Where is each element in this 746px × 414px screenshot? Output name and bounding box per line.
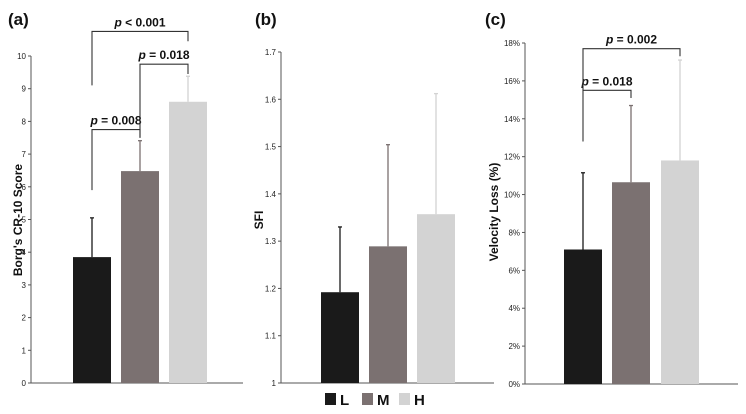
y-tick-label: 10 [17, 52, 26, 61]
significance-bracket [139, 63, 189, 138]
significance-bracket [582, 89, 632, 142]
bar-M [369, 246, 407, 383]
y-tick-label: 6 [22, 183, 27, 192]
panel-label: (a) [8, 10, 29, 29]
significance-label: p = 0.018 [580, 74, 632, 88]
legend-label-L: L [340, 392, 349, 409]
legend-swatch-L [325, 393, 336, 405]
legend-label-H: H [414, 392, 425, 409]
y-tick-label: 8 [22, 117, 27, 126]
panel-label: (b) [255, 10, 277, 29]
y-tick-label: 1.7 [265, 48, 277, 57]
p-value: < 0.001 [122, 15, 166, 29]
y-tick-label: 4% [508, 304, 520, 313]
y-tick-label: 14% [504, 115, 520, 124]
chart-panel-2: (b) SFI 1 1.1 1.2 1.3 1.4 1.5 1.6 1.7 [252, 10, 494, 388]
bar-H [661, 160, 699, 384]
chart-panel-3: (c) Velocity Loss (%) 0% 2% 4% 6% 8% 10% 12% 14% 1… [485, 10, 738, 389]
p-value: = 0.018 [146, 48, 190, 62]
y-tick-label: 0% [508, 380, 520, 389]
y-tick-label: 1.1 [265, 332, 277, 341]
bar-L [321, 292, 359, 383]
y-axis-label: SFI [252, 211, 266, 230]
bar-M [121, 171, 159, 383]
significance-label: p = 0.002 [605, 33, 657, 47]
y-tick-label: 18% [504, 39, 520, 48]
y-tick-label: 4 [22, 248, 27, 257]
significance-label: p = 0.018 [137, 48, 189, 62]
legend-label-M: M [377, 392, 390, 409]
p-symbol: p [605, 33, 613, 47]
y-tick-label: 8% [508, 228, 520, 237]
significance-bracket [91, 30, 189, 86]
y-tick-label: 1.5 [265, 143, 277, 152]
y-tick-label: 5 [22, 216, 27, 225]
y-tick-label: 0 [22, 379, 27, 388]
significance-bracket [582, 48, 681, 91]
y-tick-label: 3 [22, 281, 27, 290]
y-tick-label: 2 [22, 314, 27, 323]
bar-L [564, 249, 602, 384]
legend-swatch-H [399, 393, 410, 405]
panel-label: (c) [485, 10, 506, 29]
bar-M [612, 182, 650, 384]
y-tick-label: 2% [508, 342, 520, 351]
legend-swatch-M [362, 393, 373, 405]
p-value: = 0.018 [589, 74, 633, 88]
bar-L [73, 257, 111, 383]
p-symbol: p [89, 114, 97, 128]
y-tick-label: 7 [22, 150, 27, 159]
y-tick-label: 1.6 [265, 95, 277, 104]
p-value: = 0.002 [613, 33, 657, 47]
y-tick-label: 1.2 [265, 284, 277, 293]
y-tick-label: 1 [272, 379, 277, 388]
y-tick-label: 9 [22, 85, 27, 94]
y-tick-label: 16% [504, 77, 520, 86]
y-tick-label: 10% [504, 191, 520, 200]
y-tick-label: 12% [504, 153, 520, 162]
p-symbol: p [137, 48, 145, 62]
y-tick-label: 6% [508, 266, 520, 275]
significance-label: p < 0.001 [113, 15, 165, 29]
bar-H [169, 101, 207, 383]
p-symbol: p [580, 74, 588, 88]
y-axis-label: Velocity Loss (%) [487, 163, 501, 262]
y-tick-label: 1.4 [265, 190, 277, 199]
y-axis-label: Borg's CR-10 Score [11, 164, 25, 277]
y-tick-label: 1 [22, 346, 27, 355]
y-tick-label: 1.3 [265, 237, 277, 246]
p-symbol: p [113, 15, 121, 29]
chart-panel-1: (a) Borg's CR-10 Score 0 1 2 3 4 5 6 7 8 9 10 p = 0.0… [8, 10, 243, 388]
bar-H [417, 214, 455, 383]
significance-label: p = 0.008 [89, 114, 141, 128]
p-value: = 0.008 [98, 114, 142, 128]
